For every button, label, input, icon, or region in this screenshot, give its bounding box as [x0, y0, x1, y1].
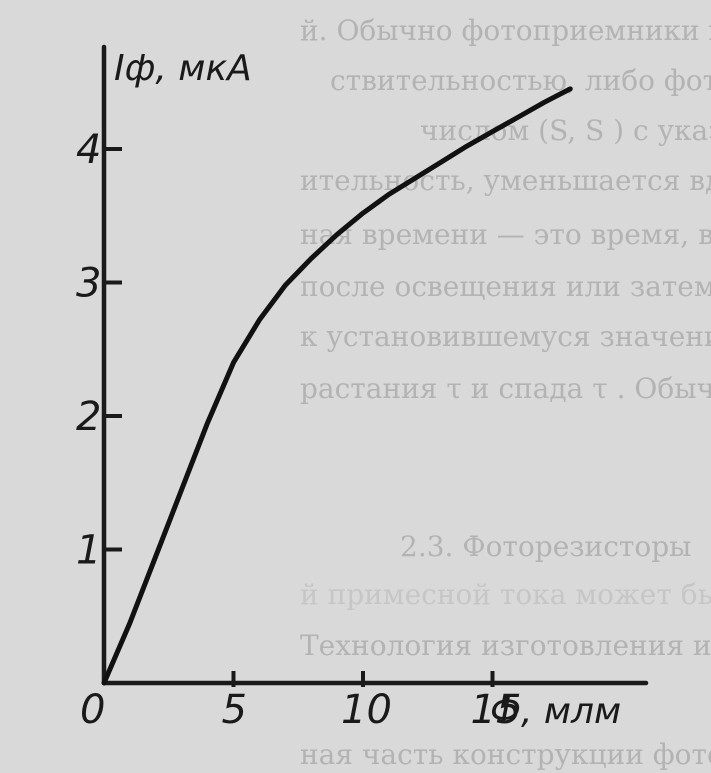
x-tick-label: 0 [80, 687, 105, 733]
bleed-line: ительность, уменьшается вдвое. [300, 164, 711, 197]
tick-group: 0 5 10 15 1 2 3 4 [76, 127, 521, 733]
bleed-line: й. Обычно фотоприемники характе [300, 14, 711, 47]
y-tick-label: 3 [76, 261, 101, 307]
bleed-line: к установившемуся значению. Раз [300, 320, 711, 353]
series-line [101, 86, 573, 686]
bleed-line: ная часть конструкции фоторезисто [300, 738, 711, 771]
bleed-line: растания τ и спада τ . Обычно τ ≤ [300, 372, 711, 405]
x-tick-label: 5 [222, 687, 247, 733]
x-tick-label: 10 [341, 687, 392, 733]
bleed-line: ствительностью, либо фоточувст [330, 64, 711, 97]
bleed-line: после освещения или затемнения и [300, 270, 711, 303]
y-axis-label: Iф, мкА [114, 48, 252, 89]
bleed-line: 2.3. Фоторезисторы [400, 530, 691, 563]
y-tick-label: 1 [76, 528, 101, 574]
bleed-line: числом (S, S ) с указанием [420, 114, 711, 147]
x-axis-label: Ф, млм [490, 691, 621, 732]
bleed-line: ная времени — это время, в течение [300, 218, 711, 251]
x-tick-label: 15 [471, 687, 522, 733]
bleed-line: Технология изготовления и конструкц [300, 629, 711, 662]
y-tick-label: 2 [76, 394, 101, 440]
bleed-line: й примесной тока может быть [300, 578, 711, 611]
y-tick-label: 4 [76, 127, 101, 173]
